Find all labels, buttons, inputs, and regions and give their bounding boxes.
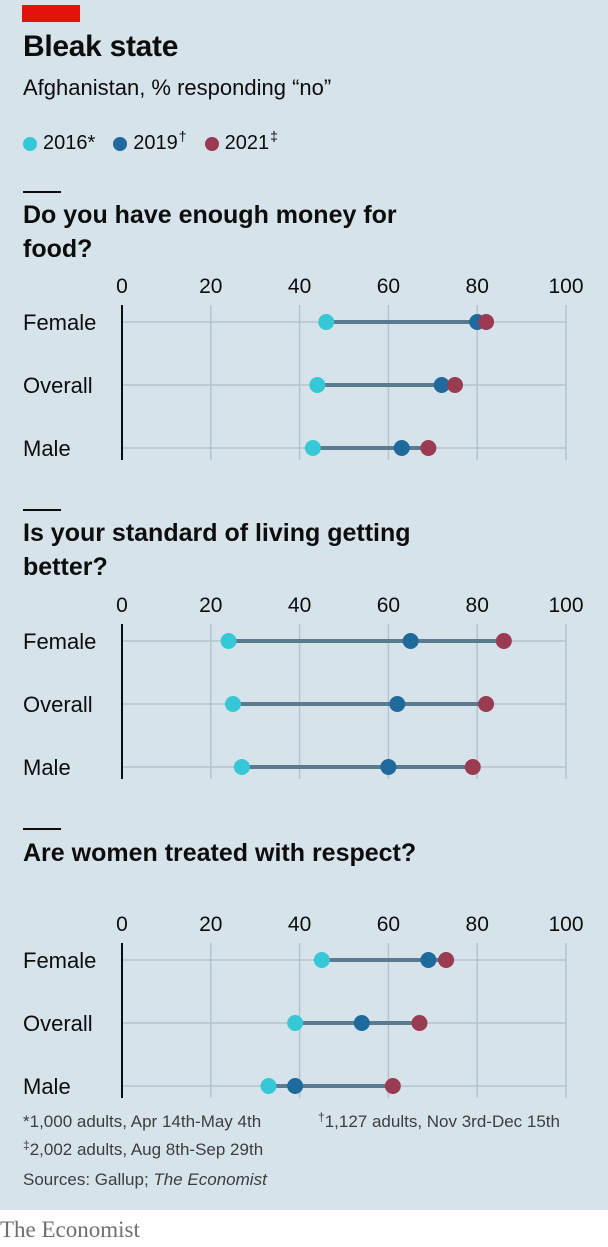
respect-dot-2019 [353,1015,370,1031]
living-tick-label: 100 [548,594,583,617]
food-category-label: Male [23,436,71,461]
respect-dot-2019 [420,952,437,968]
panel-rule-food [23,191,61,193]
panel-rule-respect [23,828,61,830]
respect-tick-label: 0 [116,913,128,936]
legend-dot-2021 [204,136,219,151]
footnote-2016: *1,000 adults, Apr 14th-May 4th [23,1112,261,1132]
legend-item-2016: 2016 * [23,132,95,155]
source-prefix: Sources: Gallup; [23,1170,154,1189]
respect-tick-label: 40 [288,913,311,936]
source-note: Sources: Gallup; The Economist [23,1170,267,1190]
footnote-2021-mark: ‡ [23,1138,30,1152]
respect-category-label: Female [23,948,96,973]
respect-dot-2016 [287,1015,304,1031]
living-category-label: Female [23,629,96,654]
respect-dot-2021 [384,1078,401,1094]
respect-tick-label: 60 [377,913,400,936]
footnote-2019: †1,127 adults, Nov 3rd-Dec 15th [318,1110,560,1132]
footnote-2021-text: 2,002 adults, Aug 8th-Sep 29th [29,1140,264,1159]
chart-title: Bleak state [23,30,179,63]
chart-subtitle: Afghanistan, % responding “no” [23,75,332,100]
food-dot-2021 [420,440,437,456]
respect-dot-2016 [260,1078,277,1094]
panel-rule-living [23,509,61,511]
respect-tick-label: 80 [466,913,489,936]
living-dot-2021 [464,759,481,775]
living-tick-label: 0 [116,594,128,617]
living-category-label: Overall [23,692,93,717]
source-publication: The Economist [153,1170,267,1189]
legend-mark-2019: † [178,127,187,144]
footnote-2016-mark: * [23,1112,30,1131]
food-tick-label: 0 [116,275,128,298]
respect-dot-2016 [313,952,330,968]
living-dot-2021 [495,633,512,649]
legend-item-2021: 2021 ‡ [204,128,278,155]
living-dot-2016 [233,759,250,775]
respect-category-label: Overall [23,1011,93,1036]
food-dot-2021 [447,377,463,393]
living-dot-2019 [402,633,419,649]
footnote-2021: ‡2,002 adults, Aug 8th-Sep 29th [23,1138,264,1160]
food-dot-2019 [393,440,410,456]
respect-category-label: Male [23,1074,71,1099]
legend-label-2016: 2016 [43,132,88,154]
food-dot-2016 [309,377,326,393]
living-dot-2019 [380,759,397,775]
food-category-label: Female [23,310,96,335]
legend-mark-2021: ‡ [270,127,278,144]
respect-dot-2021 [438,952,455,968]
legend-label-2019: 2019 [133,132,178,154]
food-tick-label: 20 [199,275,222,298]
legend-dot-2019 [113,136,128,151]
living-dot-2016 [220,633,237,649]
respect-dot-2019 [287,1078,304,1094]
living-category-label: Male [23,755,71,780]
legend-label-2021: 2021 [224,132,270,154]
food-tick-label: 40 [288,275,311,298]
panel-title-food: Do you have enough money for food? [23,201,397,263]
footnote-2016-text: 1,000 adults, Apr 14th-May 4th [29,1112,262,1131]
footnote-2019-mark: † [318,1110,325,1124]
food-dot-2016 [318,314,335,330]
living-tick-label: 80 [466,594,489,617]
respect-tick-label: 20 [199,913,222,936]
legend-mark-2016: * [87,132,96,154]
living-dot-2019 [389,696,406,712]
living-dot-2016 [225,696,241,712]
food-tick-label: 100 [548,275,583,298]
footnote-2019-text: 1,127 adults, Nov 3rd-Dec 15th [324,1112,560,1131]
brand-accent-bar [22,5,80,22]
food-dot-2016 [304,440,321,456]
legend-item-2019: 2019 † [113,128,187,155]
food-dot-2019 [433,377,450,393]
food-tick-label: 80 [466,275,489,298]
panel-title-living: Is your standard of living getting bette… [23,519,411,581]
respect-dot-2021 [411,1015,428,1031]
legend: 2016 * 2019 † 2021 ‡ [23,128,296,155]
food-dot-2021 [478,314,495,330]
living-tick-label: 40 [288,594,311,617]
chart-card: Bleak state Afghanistan, % responding “n… [0,0,608,1210]
living-tick-label: 20 [199,594,222,617]
dot-charts: 0 20 40 60 80 100 Female Overall Male 0 20 40 60 80 10… [23,275,584,1099]
food-category-label: Overall [23,373,93,398]
living-dot-2021 [478,696,495,712]
food-tick-label: 60 [377,275,400,298]
respect-tick-label: 100 [548,913,583,936]
panel-title-respect: Are women treated with respect? [23,839,417,867]
legend-dot-2016 [23,136,37,151]
living-tick-label: 60 [377,594,400,617]
brand-logo: The Economist [0,1217,140,1242]
